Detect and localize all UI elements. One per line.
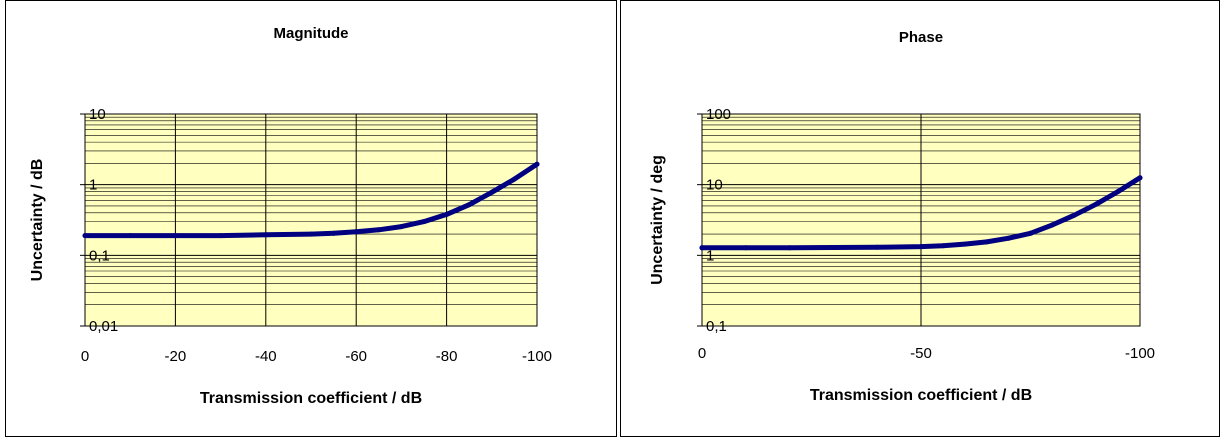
- chart-0-title: Magnitude: [274, 25, 349, 42]
- chart-0-data-point: [218, 233, 224, 239]
- chart-0-data-point: [376, 227, 382, 233]
- chart-1-data-point: [962, 241, 968, 247]
- chart-1-y-axis-label: Uncertainty / deg: [649, 155, 666, 285]
- chart-0-data-point: [331, 230, 337, 236]
- chart-1-data-point: [1006, 235, 1012, 241]
- chart-0-data-point: [82, 233, 88, 239]
- chart-0-y-tick-label: 1: [89, 177, 97, 194]
- chart-1-x-axis-label: Transmission coefficient / dB: [810, 387, 1032, 404]
- chart-0-y-axis-label: Uncertainty / dB: [29, 159, 46, 282]
- chart-1-data-point: [1093, 201, 1099, 207]
- chart-1-x-tick-label: 0: [698, 345, 706, 362]
- chart-0-data-point: [263, 232, 269, 238]
- chart-1-series-line: [699, 175, 1143, 251]
- chart-0-x-tick-label: -100: [522, 348, 552, 365]
- chart-0-data-point: [398, 224, 404, 230]
- chart-0-data-point: [489, 189, 495, 195]
- chart-1-data-point: [1049, 222, 1055, 228]
- chart-0-data-point: [353, 229, 359, 235]
- chart-1-data-point: [1028, 230, 1033, 236]
- chart-1-data-point: [918, 244, 924, 250]
- chart-1-y-tick-label: 0,1: [706, 318, 727, 335]
- chart-0-data-point: [466, 202, 472, 208]
- chart-0-x-tick-label: 0: [81, 348, 89, 365]
- chart-0-plot-frame: [84, 113, 538, 327]
- chart-1-data-point: [1115, 189, 1121, 194]
- chart-0-x-axis-label: Transmission coefficient / dB: [200, 390, 422, 407]
- chart-0-y-tick-label: 0,01: [89, 318, 118, 335]
- chart-1-data-point: [874, 244, 880, 250]
- chart-1-data-point: [699, 245, 705, 251]
- chart-0-data-point: [172, 233, 178, 239]
- chart-0-data-point: [127, 233, 133, 239]
- chart-1-data-point: [984, 239, 990, 245]
- chart-0-x-tick-label: -60: [345, 348, 367, 365]
- chart-0-x-tick-label: -40: [255, 348, 277, 365]
- chart-1-title: Phase: [899, 29, 943, 46]
- chart-1-y-tick-label: 1: [706, 247, 714, 264]
- chart-1-y-tick-label: 10: [706, 177, 723, 194]
- chart-1-data-point: [940, 243, 946, 249]
- chart-0-plot-area: [85, 114, 537, 326]
- phase-chart: 100 10 1 0,10 -50 -100 Phase Transmission coeff…: [620, 0, 1220, 437]
- chart-1-y-tick-label: 100: [706, 106, 731, 123]
- chart-0-data-point: [534, 161, 540, 167]
- chart-1-x-tick-label: -50: [910, 345, 932, 362]
- chart-0-x-tick-label: -80: [436, 348, 458, 365]
- chart-1-data-point: [1137, 175, 1143, 181]
- chart-1-data-point: [830, 245, 836, 250]
- chart-0-y-tick-label: 10: [89, 106, 106, 123]
- chart-1-data-point: [743, 245, 749, 251]
- chart-1-x-tick-label: -100: [1125, 345, 1155, 362]
- chart-0-data-point: [511, 176, 517, 182]
- magnitude-chart: 10 1 0,1 0,010 -20 -40 -60 -80 -100 Magnitude Tran…: [5, 0, 617, 437]
- chart-0-x-tick-label: -20: [165, 348, 187, 365]
- chart-0-data-point: [421, 219, 427, 225]
- chart-0-data-point: [444, 211, 450, 217]
- chart-0-data-point: [308, 231, 314, 237]
- chart-0-series-line: [82, 161, 540, 239]
- chart-0-y-tick-label: 0,1: [89, 247, 110, 264]
- chart-1-data-point: [787, 245, 793, 251]
- chart-1-data-point: [1071, 212, 1077, 218]
- chart-1-plot-frame: [701, 113, 1141, 327]
